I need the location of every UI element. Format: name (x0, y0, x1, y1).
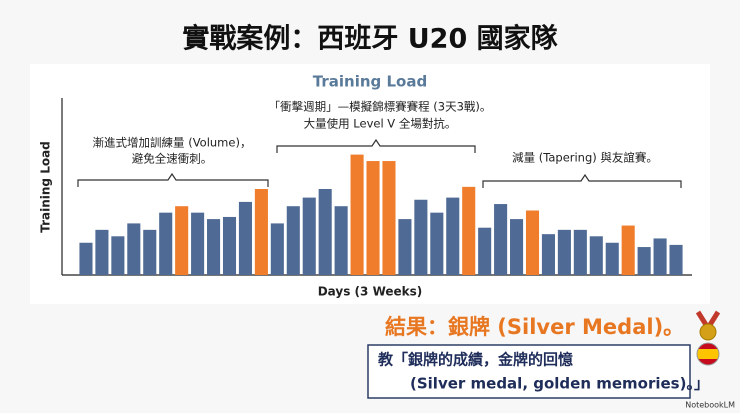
bar (175, 206, 189, 275)
chart-title: Training Load (313, 73, 427, 91)
bar (510, 219, 524, 275)
bar (478, 227, 492, 275)
quote-box (367, 344, 691, 399)
x-axis-label: Days (3 Weeks) (318, 285, 423, 299)
bar (334, 206, 348, 275)
bar (270, 223, 284, 275)
bar (446, 197, 460, 275)
bracket (482, 173, 682, 188)
bar (398, 219, 412, 275)
bar (541, 234, 555, 275)
bar (143, 229, 157, 275)
bar (669, 244, 683, 275)
annotation: 減量 (Tapering) 與友誼賽。 (512, 151, 658, 165)
bar (589, 236, 603, 275)
bracket (77, 172, 269, 187)
bar (238, 201, 252, 275)
result: 結果：銀牌 (Silver Medal)。 (385, 315, 684, 339)
bar (191, 212, 205, 275)
bar (207, 219, 221, 275)
bar (462, 186, 476, 275)
bar (286, 206, 300, 275)
bar (302, 197, 316, 275)
bar (573, 229, 587, 275)
annotation: 大量使用 Level V 全場對抗。 (304, 117, 457, 131)
y-axis-label: Training Load (39, 141, 53, 233)
quote: (Silver medal, golden memories)。」 (410, 375, 709, 393)
bar (605, 242, 619, 275)
bar (350, 154, 364, 275)
brand: NotebookLM (685, 401, 735, 410)
bar (159, 212, 173, 275)
annotation: 漸進式增加訓練量 (Volume)， (93, 136, 252, 150)
bar (414, 199, 428, 275)
bar (525, 210, 540, 275)
bar (430, 212, 444, 275)
annotation: 避免全速衝刺。 (132, 152, 213, 166)
medal-icon (695, 310, 721, 341)
bar (222, 216, 237, 275)
bar (653, 238, 667, 275)
bar (366, 161, 380, 275)
bar (637, 247, 651, 275)
slide-title: 實戰案例：西班牙 U20 國家隊 (182, 23, 557, 55)
bar (254, 189, 268, 275)
bar (111, 236, 125, 275)
bar (494, 204, 508, 275)
bar (95, 229, 109, 275)
bar (557, 229, 571, 275)
bar (79, 242, 93, 275)
bar (621, 225, 635, 275)
bracket (276, 138, 476, 153)
flag-icon (696, 342, 720, 366)
annotation: 「衝擊週期」—模擬錦標賽賽程 (3天3戰)。 (269, 100, 492, 114)
bar (318, 189, 332, 275)
quote: 教「銀牌的成績，金牌的回憶 (377, 351, 573, 369)
bar (382, 161, 396, 275)
bar (127, 223, 141, 275)
